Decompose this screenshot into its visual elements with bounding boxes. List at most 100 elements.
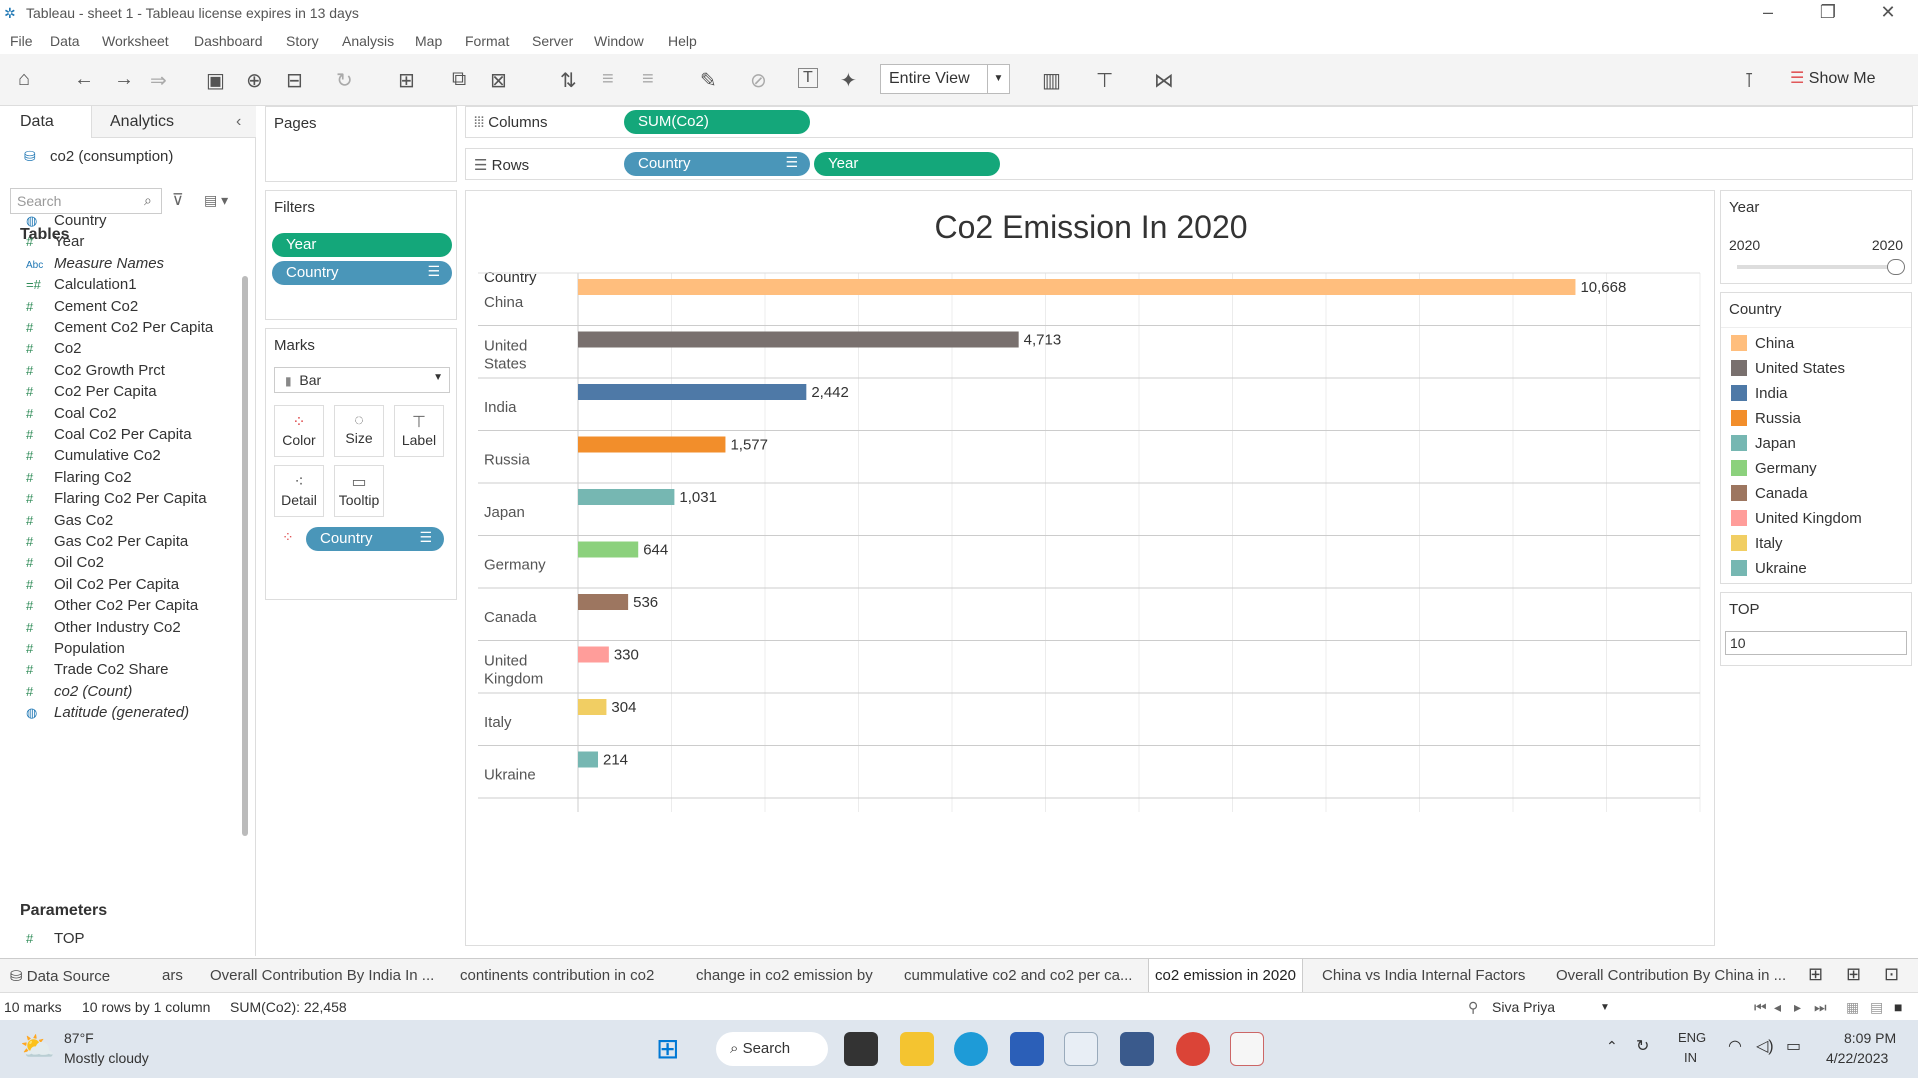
menu-data[interactable]: Data <box>50 33 80 49</box>
year-slider[interactable] <box>1737 265 1897 269</box>
marks-pill-country[interactable]: Country ☰ <box>306 527 444 551</box>
bar-india[interactable] <box>578 384 807 400</box>
nav-last-icon[interactable]: ⏭ <box>1814 999 1827 1015</box>
field-item[interactable]: # Oil Co2 <box>26 554 105 572</box>
field-item[interactable]: # Oil Co2 Per Capita <box>26 575 180 593</box>
menu-worksheet[interactable]: Worksheet <box>102 33 169 49</box>
bar-china[interactable] <box>578 279 1576 295</box>
bar-italy[interactable] <box>578 699 607 715</box>
close-icon[interactable]: ✕ <box>1880 2 1896 22</box>
swap-icon[interactable]: ⇅ <box>560 70 577 92</box>
save-icon[interactable]: ▣ <box>206 70 225 92</box>
field-item[interactable]: # co2 (Count) <box>26 682 133 700</box>
task-view-icon[interactable] <box>844 1032 878 1066</box>
legend-item[interactable]: Japan <box>1731 435 1796 455</box>
columns-shelf[interactable]: ⦙⦙⦙ Columns SUM(Co2) <box>465 106 1913 138</box>
field-item[interactable]: # Trade Co2 Share <box>26 661 169 679</box>
field-item[interactable]: # Gas Co2 Per Capita <box>26 533 189 550</box>
show-cards-icon[interactable]: ▥ <box>1042 70 1061 92</box>
app-icon[interactable] <box>1120 1032 1154 1066</box>
nav-prev-icon[interactable]: ◂ <box>1774 999 1782 1015</box>
sheet-tab-active[interactable]: co2 emission in 2020 <box>1148 959 1303 992</box>
columns-pill-sum-co2[interactable]: SUM(Co2) <box>624 110 810 134</box>
sheet-tab[interactable]: Overall Contribution By China in ... <box>1556 967 1787 984</box>
tray-chevron-icon[interactable]: ⌃ <box>1606 1038 1618 1054</box>
field-item[interactable]: ◍ Latitude (generated) <box>26 704 190 722</box>
new-story-icon[interactable]: ⊡ <box>1884 964 1900 984</box>
bar-russia[interactable] <box>578 436 726 453</box>
snipping-tool-icon[interactable] <box>1230 1032 1264 1066</box>
field-item[interactable]: # Other Co2 Per Capita <box>26 597 199 615</box>
top-parameter-input[interactable]: 10 <box>1725 631 1907 655</box>
parameter-top[interactable]: # TOP <box>26 930 85 947</box>
legend-item[interactable]: Ukraine <box>1731 560 1807 580</box>
restore-icon[interactable]: ❐ <box>1819 2 1837 22</box>
sort-desc-icon[interactable]: ≡ <box>642 68 654 90</box>
sheet-tab[interactable]: continents contribution in co2 <box>460 967 655 984</box>
lang-eng[interactable]: ENG <box>1678 1030 1707 1045</box>
menu-dashboard[interactable]: Dashboard <box>194 33 263 49</box>
home-icon[interactable]: ⌂ <box>18 68 31 90</box>
highlight-icon[interactable]: ✎ <box>700 70 717 92</box>
clock-date[interactable]: 4/22/2023 <box>1826 1050 1889 1066</box>
chrome-icon[interactable] <box>1176 1032 1210 1066</box>
back-icon[interactable]: ← <box>74 68 94 90</box>
label-button[interactable]: ⊤ Label <box>394 405 444 457</box>
filter-pill-year[interactable]: Year <box>272 233 452 257</box>
legend-item[interactable]: Germany <box>1731 460 1817 480</box>
volume-icon[interactable]: ◁) <box>1756 1038 1774 1055</box>
grid-view-icon[interactable]: ▦ <box>1846 999 1860 1015</box>
field-item[interactable]: # Co2 Growth Prct <box>26 361 165 379</box>
clear-sheet-icon[interactable]: ⊠ <box>490 70 507 92</box>
bar-united-kingdom[interactable] <box>578 646 609 663</box>
weather-text[interactable]: Mostly cloudy <box>64 1050 149 1066</box>
battery-icon[interactable]: ▭ <box>1786 1038 1802 1055</box>
nav-next-icon[interactable]: ▸ <box>1794 999 1802 1015</box>
field-item[interactable]: # Flaring Co2 <box>26 468 132 486</box>
edge-icon[interactable] <box>954 1032 988 1066</box>
sheet-tab[interactable]: ars <box>162 967 183 984</box>
detail-button[interactable]: ⁖ Detail <box>274 465 324 517</box>
legend-item[interactable]: United States <box>1731 360 1845 380</box>
color-button[interactable]: ⁘ Color <box>274 405 324 457</box>
rows-pill-year[interactable]: Year <box>814 152 1000 176</box>
field-item[interactable]: # Co2 <box>26 340 82 358</box>
field-item[interactable]: # Gas Co2 <box>26 511 114 529</box>
show-labels-icon[interactable]: T <box>798 68 818 88</box>
fit-select[interactable]: Entire View ▼ <box>880 64 1010 94</box>
windows-start-icon[interactable]: ⊞ <box>656 1033 680 1064</box>
sheet-tab[interactable]: change in co2 emission by <box>696 967 873 984</box>
pin-icon[interactable]: ✦ <box>840 70 857 92</box>
share-icon[interactable]: ⋈ <box>1154 70 1174 92</box>
field-item[interactable]: =# Calculation1 <box>26 276 137 294</box>
field-item[interactable]: Abc Measure Names <box>26 254 165 272</box>
menu-analysis[interactable]: Analysis <box>342 33 395 49</box>
tray-sync-icon[interactable]: ↻ <box>1636 1038 1650 1055</box>
show-me-button[interactable]: ☰ Show Me <box>1790 70 1876 87</box>
legend-item[interactable]: Canada <box>1731 485 1808 505</box>
sheet-tab[interactable]: Overall Contribution By India In ... <box>210 967 435 984</box>
new-datasource-icon[interactable]: ⊕ <box>246 70 263 92</box>
format-painter-icon[interactable]: ⊺ <box>1744 70 1755 92</box>
group-icon[interactable]: ⊘ <box>750 70 767 92</box>
legend-item[interactable]: India <box>1731 385 1788 405</box>
field-item[interactable]: # Flaring Co2 Per Capita <box>26 490 207 508</box>
field-item[interactable]: ◍ Country <box>26 212 107 229</box>
new-sheet-icon[interactable]: ⊞ <box>398 70 415 92</box>
refresh-icon[interactable]: ↻ <box>336 70 353 92</box>
duplicate-sheet-icon[interactable]: ⧉ <box>452 68 467 90</box>
menu-server[interactable]: Server <box>532 33 574 49</box>
tableau-icon[interactable] <box>1064 1032 1098 1066</box>
store-icon[interactable] <box>1010 1032 1044 1066</box>
rows-shelf[interactable]: ☰ Rows Country ☰ Year <box>465 148 1913 180</box>
field-item[interactable]: # Cumulative Co2 <box>26 447 161 465</box>
field-item[interactable]: # Population <box>26 640 125 657</box>
weather-temp[interactable]: 87°F <box>64 1030 94 1046</box>
bar-united-states[interactable] <box>578 331 1019 348</box>
field-item[interactable]: # Coal Co2 Per Capita <box>26 426 192 443</box>
tooltip-button[interactable]: ▭ Tooltip <box>334 465 384 517</box>
filter-icon[interactable]: ⊽ <box>172 192 184 209</box>
size-button[interactable]: ◌ Size <box>334 405 384 457</box>
new-dashboard-icon[interactable]: ⊞ <box>1846 964 1862 984</box>
bar-japan[interactable] <box>578 489 675 505</box>
